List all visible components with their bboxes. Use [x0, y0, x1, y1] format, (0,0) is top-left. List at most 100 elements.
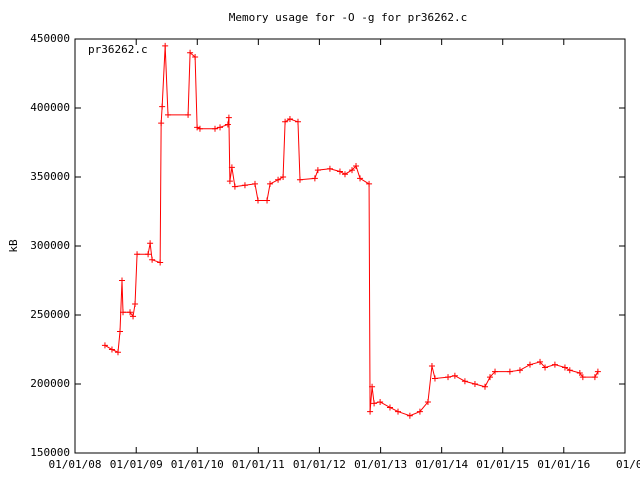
x-tick-label: 01/01/14 — [415, 458, 468, 471]
data-point — [551, 361, 558, 368]
y-tick-label: 200000 — [30, 377, 70, 390]
data-point — [406, 412, 413, 419]
data-point — [225, 114, 232, 121]
data-point — [251, 180, 258, 187]
data-point — [336, 168, 343, 175]
x-tick-label: 01/01/09 — [110, 458, 163, 471]
data-point — [296, 176, 303, 183]
data-point — [369, 383, 376, 390]
data-point — [226, 178, 233, 185]
data-point — [192, 53, 199, 60]
data-point — [542, 364, 549, 371]
data-point — [114, 349, 121, 356]
data-point — [282, 118, 289, 125]
data-point — [561, 364, 568, 371]
data-point — [127, 309, 134, 316]
data-point — [217, 124, 224, 131]
data-point — [431, 375, 438, 382]
data-point — [591, 374, 598, 381]
y-tick-label: 300000 — [30, 239, 70, 252]
data-point — [367, 408, 374, 415]
data-point — [162, 42, 169, 49]
data-point — [267, 180, 274, 187]
y-axis-label: kB — [7, 239, 20, 253]
data-point — [506, 368, 513, 375]
data-point — [187, 49, 194, 56]
data-point — [311, 175, 318, 182]
data-point — [132, 300, 139, 307]
data-point — [526, 361, 533, 368]
data-point — [481, 383, 488, 390]
x-tick-label: 01/01/15 — [476, 458, 529, 471]
data-point — [228, 164, 235, 171]
x-tick-label: 01/01/10 — [171, 458, 224, 471]
data-point — [341, 171, 348, 178]
data-point — [116, 328, 123, 335]
data-point — [326, 165, 333, 172]
data-point — [119, 277, 126, 284]
data-point — [424, 398, 431, 405]
data-point — [224, 121, 231, 128]
data-point — [280, 174, 287, 180]
data-point — [314, 167, 321, 174]
x-tick-label: 01/01/12 — [293, 458, 346, 471]
data-point — [461, 378, 468, 385]
data-point — [275, 176, 282, 183]
data-point — [212, 125, 219, 132]
data-line — [104, 45, 599, 417]
data-point — [120, 309, 127, 316]
y-tick-label: 450000 — [30, 32, 70, 45]
x-tick-label: 01/01/1 — [616, 458, 640, 471]
data-point — [357, 175, 364, 182]
data-point — [416, 408, 423, 415]
y-tick-label: 150000 — [30, 446, 70, 459]
data-point — [196, 125, 203, 132]
data-point — [286, 116, 293, 123]
data-point — [537, 358, 544, 365]
data-point — [264, 197, 271, 204]
data-point — [158, 120, 165, 127]
data-point — [516, 367, 523, 374]
data-point — [130, 313, 137, 320]
data-point — [566, 367, 573, 374]
y-tick-label: 400000 — [30, 101, 70, 114]
data-point — [487, 374, 494, 381]
data-point — [108, 346, 115, 353]
data-point — [366, 180, 373, 187]
data-point — [386, 404, 393, 411]
data-point — [194, 124, 201, 131]
data-point — [134, 251, 141, 258]
data-point — [594, 368, 601, 375]
data-point — [145, 251, 152, 258]
x-tick-label: 01/01/16 — [537, 458, 590, 471]
data-point — [101, 342, 108, 349]
data-point — [395, 408, 402, 415]
legend-label: pr36262.c — [88, 43, 148, 56]
x-tick-label: 01/01/08 — [49, 458, 102, 471]
y-tick-label: 250000 — [30, 308, 70, 321]
data-point — [576, 369, 583, 376]
data-point — [149, 256, 156, 263]
data-point — [147, 240, 154, 247]
data-point — [353, 162, 360, 169]
data-point — [492, 368, 499, 375]
data-point — [294, 118, 301, 125]
data-point — [579, 374, 586, 381]
x-tick-label: 01/01/13 — [354, 458, 407, 471]
data-point — [231, 183, 238, 190]
data-point — [185, 111, 192, 118]
y-tick-label: 350000 — [30, 170, 70, 183]
data-point — [445, 374, 452, 381]
x-tick-label: 01/01/11 — [232, 458, 285, 471]
data-point — [241, 182, 248, 189]
data-point — [157, 259, 164, 266]
data-point — [428, 363, 435, 370]
data-point — [349, 167, 356, 174]
data-point — [254, 197, 261, 204]
data-point — [451, 372, 458, 379]
data-point — [377, 398, 384, 405]
data-point — [159, 103, 166, 110]
